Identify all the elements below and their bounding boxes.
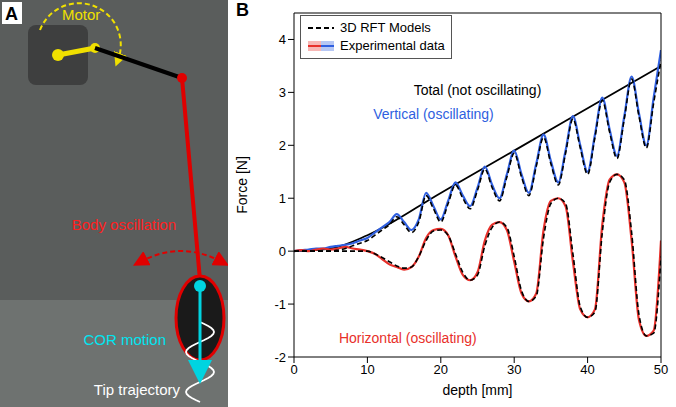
svg-text:-1: -1 (274, 297, 286, 312)
svg-text:Force [N]: Force [N] (234, 156, 250, 214)
html-text:3D RFT Models: 3D RFT Models (340, 20, 431, 35)
svg-text:1: 1 (279, 191, 286, 206)
svg-text:Vertical (oscillating): Vertical (oscillating) (373, 106, 494, 122)
svg-text:30: 30 (507, 362, 521, 377)
svg-text:Motor: Motor (62, 6, 100, 23)
svg-text:40: 40 (580, 362, 594, 377)
svg-text:20: 20 (434, 362, 448, 377)
svg-text:10: 10 (360, 362, 374, 377)
svg-text:-2: -2 (274, 350, 286, 365)
html-text:Experimental data: Experimental data (340, 38, 445, 53)
svg-text:0: 0 (279, 244, 286, 259)
svg-text:4: 4 (279, 32, 286, 47)
svg-text:Body oscillation: Body oscillation (72, 216, 176, 233)
svg-text:Total (not oscillating): Total (not oscillating) (414, 82, 542, 98)
svg-text:depth [mm]: depth [mm] (442, 382, 512, 398)
svg-text:A: A (5, 4, 18, 24)
svg-text:Tip trajectory: Tip trajectory (94, 381, 181, 398)
svg-text:0: 0 (290, 362, 297, 377)
html-text:B: B (236, 0, 249, 20)
svg-text:2: 2 (279, 138, 286, 153)
svg-text:50: 50 (654, 362, 668, 377)
svg-text:3: 3 (279, 85, 286, 100)
svg-text:Horizontal (oscillating): Horizontal (oscillating) (339, 330, 477, 346)
svg-text:COR motion: COR motion (83, 331, 166, 348)
